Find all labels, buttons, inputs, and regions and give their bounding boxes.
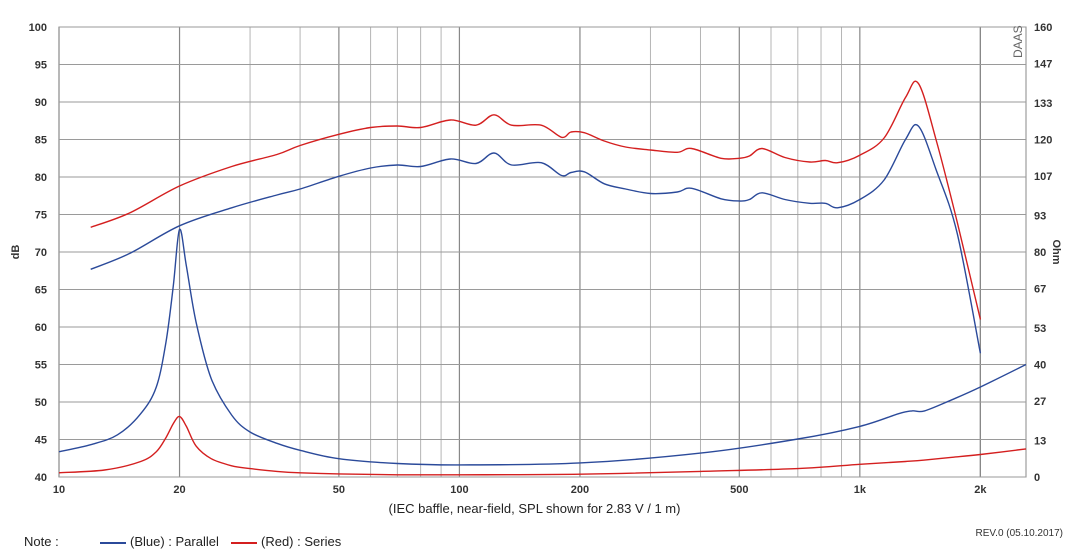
watermark-daas: DAAS (1011, 25, 1025, 58)
grid-lines (58, 26, 1026, 478)
impedance-curve-red (58, 415, 1027, 476)
impedance-curve-blue (58, 228, 1027, 466)
y-right-tick-label: 13 (1034, 435, 1046, 447)
x-tick-label: 20 (173, 484, 185, 496)
tick-labels: 40 45 50 55 60 65 70 75 80 85 90 95 100 0 13 27 40 53 67 80… (29, 22, 1053, 496)
y-right-tick-label: 40 (1034, 360, 1046, 372)
legend-red-swatch (231, 541, 257, 544)
y-right-tick-label: 107 (1034, 171, 1052, 183)
y-left-tick-label: 90 (35, 97, 47, 109)
legend-blue-text: (Blue) : Parallel (130, 534, 219, 549)
x-tick-label: 500 (730, 484, 748, 496)
legend-red: (Red) : Series (231, 534, 341, 549)
y-axis-right-label: Ohm (1050, 239, 1062, 264)
series-curves (58, 80, 1027, 476)
y-right-tick-label: 67 (1034, 284, 1046, 296)
y-right-tick-label: 93 (1034, 210, 1046, 222)
x-tick-label: 200 (571, 484, 589, 496)
legend-blue-swatch (100, 541, 126, 544)
y-right-tick-label: 53 (1034, 323, 1046, 335)
y-left-tick-label: 45 (35, 435, 47, 447)
x-axis-caption: (IEC baffle, near-field, SPL shown for 2… (388, 501, 681, 516)
y-left-tick-label: 50 (35, 397, 47, 409)
y-right-tick-label: 120 (1034, 135, 1052, 147)
x-tick-label: 2k (974, 484, 987, 496)
x-tick-label: 50 (333, 484, 345, 496)
spl-curve-blue (90, 124, 982, 354)
y-left-tick-label: 40 (35, 472, 47, 484)
y-right-tick-label: 27 (1034, 396, 1046, 408)
y-left-tick-label: 100 (29, 22, 47, 34)
y-left-tick-label: 65 (35, 285, 47, 297)
chart-svg: 40 45 50 55 60 65 70 75 80 85 90 95 100 0 13 27 40 53 67 80… (10, 22, 1062, 496)
x-tick-label: 100 (450, 484, 468, 496)
x-tick-label: 10 (53, 484, 65, 496)
y-right-tick-label: 160 (1034, 22, 1052, 34)
y-right-tick-label: 80 (1034, 247, 1046, 259)
y-left-tick-label: 80 (35, 172, 47, 184)
y-left-tick-label: 95 (35, 60, 47, 72)
y-right-tick-label: 147 (1034, 59, 1052, 71)
y-left-tick-label: 70 (35, 247, 47, 259)
note-label: Note : (24, 534, 59, 549)
y-right-tick-label: 133 (1034, 98, 1052, 110)
revision-label: REV.0 (05.10.2017) (975, 528, 1063, 539)
x-tick-label: 1k (854, 484, 867, 496)
y-left-tick-label: 55 (35, 360, 47, 372)
legend-blue: (Blue) : Parallel (100, 534, 219, 549)
legend-red-text: (Red) : Series (261, 534, 342, 549)
y-right-tick-label: 0 (1034, 472, 1040, 484)
spl-curve-red (90, 80, 982, 320)
y-left-tick-label: 75 (35, 210, 47, 222)
y-left-tick-label: 60 (35, 322, 47, 334)
y-axis-left-label: dB (10, 245, 22, 260)
y-left-tick-label: 85 (35, 135, 47, 147)
